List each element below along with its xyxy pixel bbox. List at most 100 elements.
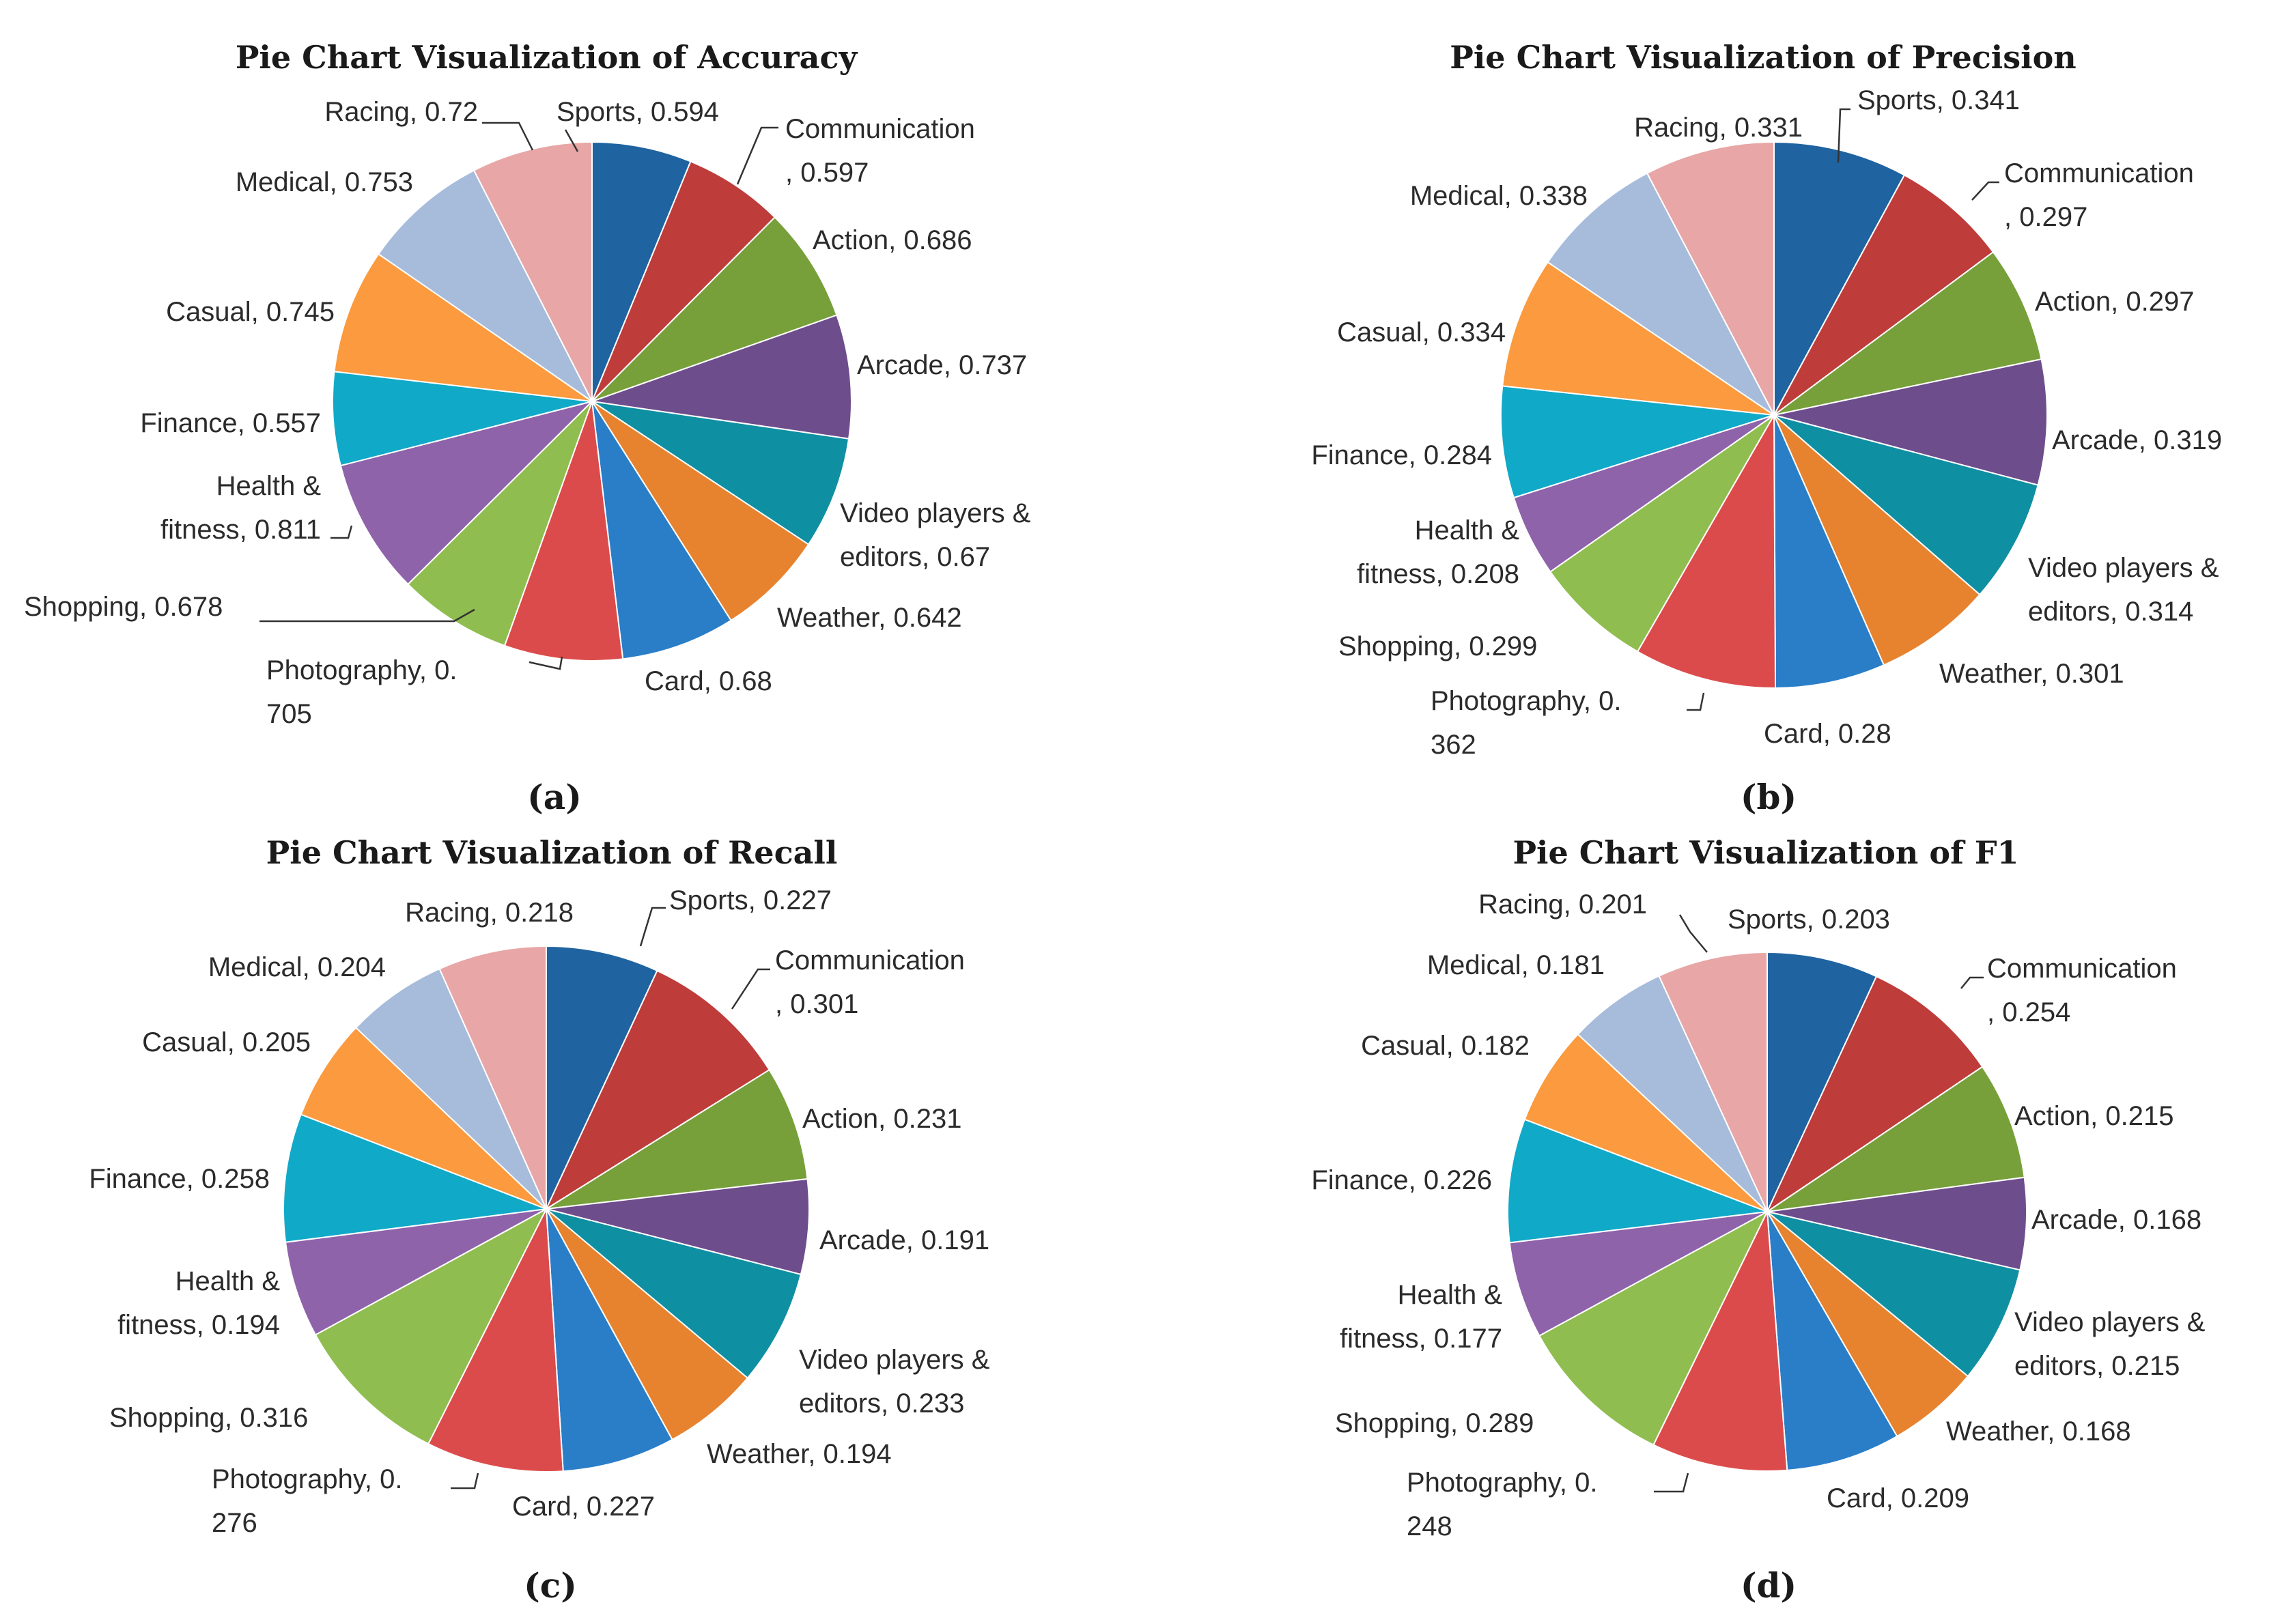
panel-label: (b) [1741,777,1797,817]
pie-slices [332,141,852,661]
slice-label: Finance, 0.226 [1311,1165,1492,1195]
pie-slice-finance [283,1113,547,1243]
pie-slice-arcade [1773,358,2048,486]
slice-label: Arcade, 0.191 [819,1225,989,1255]
pie-slice-photography [1652,1209,1788,1472]
slice-label: Photography, 0. 248 [1407,1468,1597,1541]
leader-line [1837,108,1850,163]
slice-label: Casual, 0.182 [1361,1031,1530,1061]
slice-label: Communication, 0.297 [2004,158,2194,232]
pie-slice-health-fitness [339,400,595,586]
slice-label: Sports, 0.594 [557,97,719,127]
pie-slice-health-fitness [1508,1211,1768,1337]
slice-label: Video players & editors, 0.215 [2014,1307,2206,1381]
slice-label: Video players & editors, 0.67 [840,498,1031,572]
pie-slices [1500,141,2048,689]
slice-labels: Sports, 0.341 Communication, 0.297 Action,… [1311,85,2222,760]
pie-slice-card [1767,1211,1898,1471]
leader-lines [451,907,770,1490]
slice-label: Racing, 0.218 [405,898,574,928]
leader-line [482,122,534,151]
slice-label: Shopping, 0.316 [109,1403,308,1433]
slice-label: Medical, 0.181 [1427,950,1605,980]
slice-label: Sports, 0.203 [1728,904,1890,935]
slice-label: Health & fitness, 0.194 [117,1266,280,1340]
slice-label: Action, 0.215 [2014,1101,2174,1131]
slice-label: Racing, 0.201 [1478,889,1647,920]
leader-line [736,126,778,185]
slice-labels: Sports, 0.594 Communication, 0.597 Action,… [24,97,1031,729]
slice-label: Casual, 0.334 [1337,317,1506,347]
slice-label: Finance, 0.284 [1311,440,1492,470]
slice-label: Medical, 0.338 [1410,181,1588,211]
slice-labels: Sports, 0.203 Communication, 0.254 Action,… [1311,889,2205,1541]
slice-label: Communication, 0.254 [1987,954,2177,1027]
pie-slice-video-players-editors [1773,414,2039,596]
pie-slice-card [1773,414,1885,689]
pie-slice-action [1767,1066,2025,1212]
pie-slice-casual [333,253,593,402]
chart-title: Pie Chart Visualization of Accuracy [236,39,858,76]
pie-slice-photography [503,401,624,661]
slice-label: Arcade, 0.737 [857,350,1027,380]
pie-slice-casual [1502,261,1775,416]
slice-label: Action, 0.686 [813,225,972,255]
pie-slice-medical [1547,172,1775,416]
slice-label: Weather, 0.168 [1946,1416,2131,1447]
slice-label: Video players & editors, 0.314 [2028,553,2219,627]
slice-label: Racing, 0.72 [324,97,478,127]
slice-label: Photography, 0. 362 [1431,686,1621,760]
leader-line [330,525,353,539]
slice-label: Card, 0.28 [1764,719,1891,749]
pie-slice-medical [377,169,593,402]
pie-slice-arcade [546,1178,810,1276]
pie-slice-action [546,1068,808,1210]
pie-slice-card [591,401,732,660]
leader-line [259,608,475,623]
chart-title: Pie Chart Visualization of Recall [266,834,838,871]
slice-label: Weather, 0.642 [777,603,962,633]
leader-line [639,907,666,947]
pie-slice-shopping [1549,414,1775,653]
pie-slice-shopping [1538,1210,1769,1446]
pie-slice-finance [1500,385,1775,499]
pie-slice-action [1773,251,2042,416]
pie-slice-communication [1773,174,1995,416]
slice-label: Video players & editors, 0.233 [799,1345,990,1419]
pie-slice-arcade [1767,1176,2027,1271]
slice-label: Casual, 0.745 [166,297,335,327]
slice-label: Sports, 0.341 [1857,85,2020,115]
slice-label: Weather, 0.194 [707,1439,892,1469]
slice-label: Finance, 0.557 [140,408,321,438]
pie-slice-arcade [591,314,852,440]
pie-slice-action [591,216,838,402]
leader-line [1971,181,1999,201]
pie-slice-racing [1646,141,1775,416]
slice-label: Arcade, 0.168 [2031,1205,2201,1235]
slice-label: Communication, 0.301 [775,945,965,1019]
leader-lines [1654,914,1984,1493]
pie-slice-finance [332,371,593,467]
pie-slice-casual [1523,1033,1768,1212]
leader-line [1960,976,1984,989]
slice-label: Action, 0.231 [802,1104,962,1134]
pie-slice-racing [1658,951,1768,1212]
slice-label: Health & fitness, 0.811 [160,471,321,545]
leader-line [1654,1472,1689,1493]
leader-line [564,129,579,152]
pie-slice-weather [1767,1211,1969,1438]
pie-slice-sports [1773,141,1906,416]
slice-label: Health & fitness, 0.177 [1340,1280,1502,1354]
pie-slice-communication [1765,975,1984,1214]
pie-slices [283,945,810,1472]
slice-label: Sports, 0.227 [669,885,832,915]
slice-label: Shopping, 0.289 [1335,1408,1534,1438]
pie-slice-photography [1636,412,1777,689]
pie-slice-casual [300,1027,547,1210]
pie-slice-health-fitness [284,1208,547,1336]
pie-slice-weather [591,401,810,622]
pie-slice-medical [354,967,547,1210]
slice-label: Action, 0.297 [2035,287,2195,317]
chart-title: Pie Chart Visualization of Precision [1450,39,2077,76]
